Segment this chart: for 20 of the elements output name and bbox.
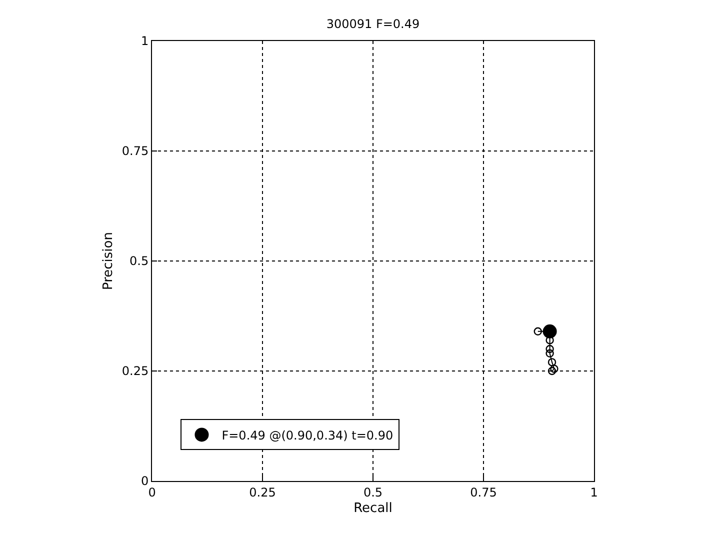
point [534,327,542,336]
y-tick-label: 0.5 [130,254,149,268]
point [546,344,554,354]
x-tick-label: 0.75 [470,485,497,500]
y-tick-label: 0 [140,474,149,488]
point [542,324,557,338]
x-axis-title: Recall [354,501,392,516]
y-tick-label: 0.75 [122,144,149,158]
x-tick-label: 0.25 [249,485,276,500]
x-tick-label: 1 [590,485,598,500]
y-tick-label: 0.25 [122,364,149,378]
x-tick-label: 0.5 [363,485,383,500]
point [546,349,554,358]
point [548,358,556,366]
point [550,364,558,373]
y-axis-title: Precision [100,232,116,290]
y-tick-label: 1 [140,34,149,48]
point [548,366,556,376]
legend-label: F=0.49 @(0.90,0.34) t=0.90 [222,428,394,442]
chart-title: 300091 F=0.49 [326,17,420,31]
